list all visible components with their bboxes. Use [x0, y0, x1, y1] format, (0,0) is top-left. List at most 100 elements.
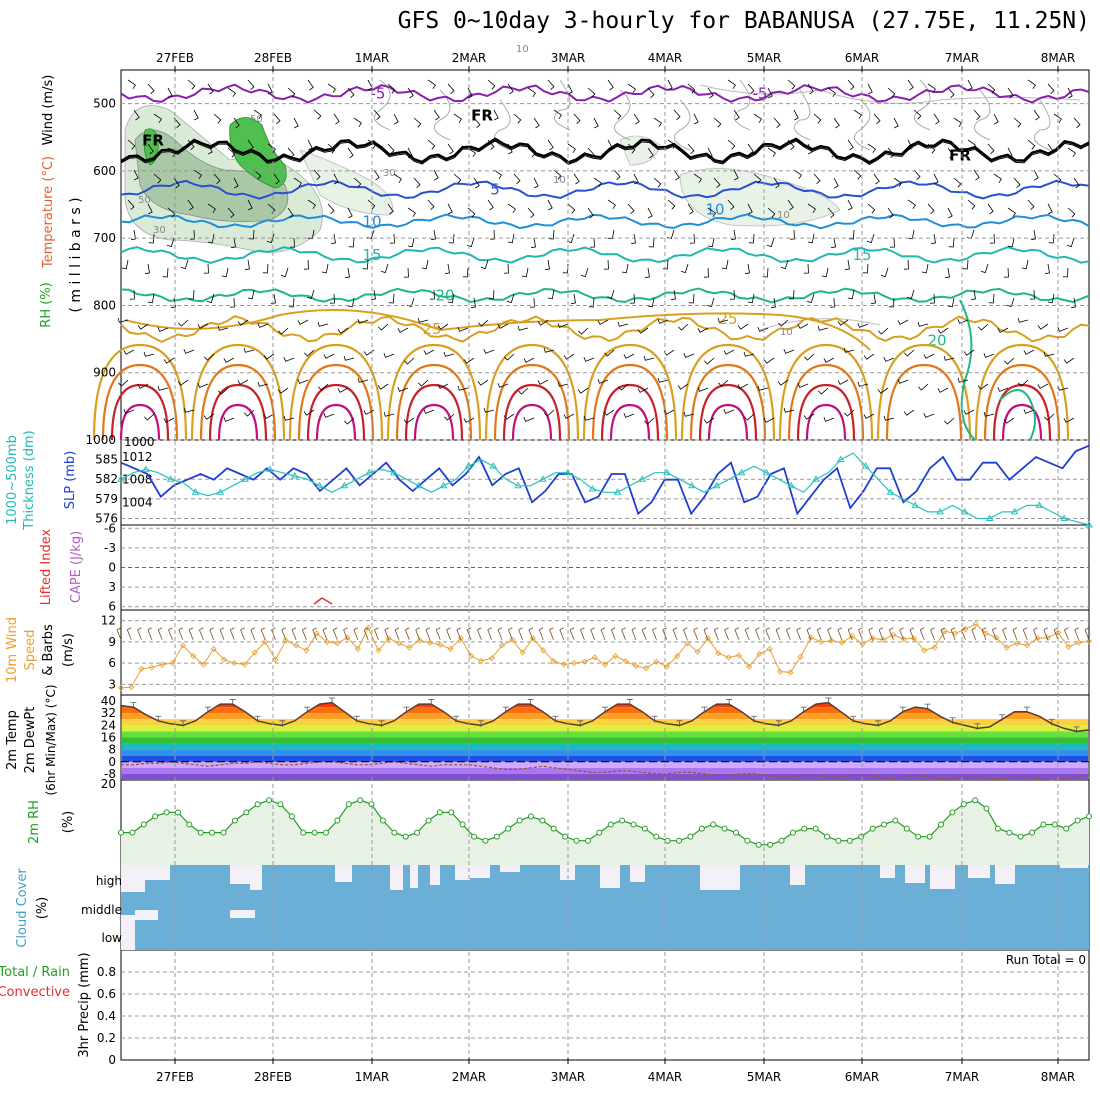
wind-barb	[518, 387, 529, 395]
wind-barb	[527, 207, 535, 218]
wind-barb	[787, 79, 796, 90]
rh-contour-label: 30	[383, 168, 396, 179]
wind-barb	[187, 79, 196, 90]
wind-barb-10m	[312, 627, 318, 640]
wind-barb	[444, 413, 455, 421]
wind-barb	[831, 237, 836, 249]
wind-speed-marker	[1034, 635, 1041, 642]
wind-barb	[827, 87, 836, 98]
wind-speed-marker	[117, 684, 125, 691]
wind-barb-10m	[1043, 627, 1049, 640]
wind-barb-10m	[734, 627, 740, 640]
wind-barb	[237, 379, 249, 385]
wind-barb	[653, 177, 662, 188]
wind-speed-marker	[890, 631, 897, 638]
wind-barb	[489, 229, 495, 240]
wind-barb	[863, 413, 875, 419]
wind-barb-10m	[528, 627, 534, 640]
wind-barb	[462, 267, 469, 278]
temp-minmax-marker	[775, 720, 782, 727]
wind-barb	[867, 143, 876, 154]
wind-barb	[588, 297, 595, 308]
wind-barb	[957, 377, 969, 383]
wind-barb	[647, 207, 653, 219]
wind-barb	[371, 289, 376, 301]
wind-barb	[157, 385, 169, 391]
label-lifted-index: Lifted Index	[39, 528, 54, 605]
rh-marker	[550, 825, 557, 832]
wind-barb	[593, 177, 602, 188]
wind-barb	[667, 199, 676, 210]
label-2m-rh: 2m RH	[27, 800, 42, 844]
wind-speed-line	[120, 623, 1090, 689]
rh-marker	[243, 809, 250, 816]
wind-barb	[217, 325, 229, 331]
temp-minmax-marker	[602, 706, 608, 714]
wind-barb	[771, 297, 776, 309]
wind-speed-marker	[231, 660, 238, 667]
wind-barb	[567, 83, 573, 95]
temp-contour	[120, 179, 1090, 200]
wind-barb	[244, 409, 255, 417]
rh-marker	[664, 837, 671, 844]
wind-barb-10m	[1074, 627, 1080, 640]
wind-barb	[533, 117, 540, 129]
wind-barb	[397, 387, 409, 392]
wind-barb	[288, 297, 295, 308]
wind-barb	[804, 353, 815, 361]
cloud-gap	[121, 865, 145, 892]
temp-minmax-marker	[750, 715, 757, 723]
wind-barb	[289, 237, 295, 248]
wind-barb	[757, 327, 769, 332]
wind-barb	[587, 87, 596, 98]
label-cloud-units: (%)	[35, 897, 50, 920]
thickness-marker	[787, 481, 796, 489]
wind-speed-marker	[179, 642, 186, 649]
pressure-tick-label: 1000	[124, 435, 155, 449]
wind-barb	[1007, 237, 1015, 248]
bottom-date-label: 3MAR	[551, 1070, 586, 1084]
bottom-date-axis: 27FEB 28FEB 1MAR 2MAR 3MAR 4MAR 5MAR 6MAR 7MAR 8M…	[156, 1070, 1075, 1084]
warm-layer-contour	[511, 403, 553, 441]
temp-minmax-marker	[850, 715, 857, 723]
thickness-marker	[166, 475, 175, 482]
wind-barb	[623, 413, 635, 418]
wind-speed-marker	[1013, 640, 1020, 647]
temp-minmax-marker	[552, 715, 559, 723]
temp-contour-label: 25	[718, 310, 737, 328]
wind-barb	[267, 143, 276, 154]
wind-barb	[388, 293, 395, 304]
wind-barb	[427, 199, 435, 210]
wind-barb	[953, 117, 962, 128]
wind-barb	[923, 353, 935, 359]
wind-barb-10m	[930, 627, 935, 640]
wind-speed-marker	[323, 638, 331, 645]
temp-tick-label: 8	[108, 743, 116, 757]
wind-speed-marker	[303, 647, 310, 654]
wind-barb	[677, 383, 689, 390]
label-wind10m: 10m Wind	[5, 617, 20, 683]
wind-barb	[547, 199, 553, 211]
wind-speed-marker	[365, 624, 372, 631]
wind-barb	[645, 267, 650, 279]
wind-barb	[413, 177, 421, 188]
wind-speed-marker	[591, 654, 598, 661]
rh-contour	[1033, 99, 1051, 151]
wind-speed-marker	[828, 637, 835, 644]
wind-barb	[247, 289, 255, 300]
wind-barb	[177, 379, 189, 386]
wind-barb	[977, 383, 989, 390]
warm-layer-contour	[297, 363, 375, 441]
wind-barb	[1045, 263, 1050, 275]
wind-barb	[447, 83, 455, 94]
wind-barb	[487, 199, 494, 211]
temp-minmax-marker	[428, 699, 435, 706]
rh-marker	[653, 833, 660, 840]
thickness-marker	[737, 468, 746, 476]
rh-contour	[613, 89, 631, 141]
wind-barb	[233, 117, 240, 129]
wind-barb	[666, 229, 675, 240]
wind-barb	[162, 267, 169, 278]
chart-title: GFS 0~10day 3-hourly for BABANUSA (27.75…	[397, 8, 1090, 34]
wind-barb	[707, 147, 713, 159]
